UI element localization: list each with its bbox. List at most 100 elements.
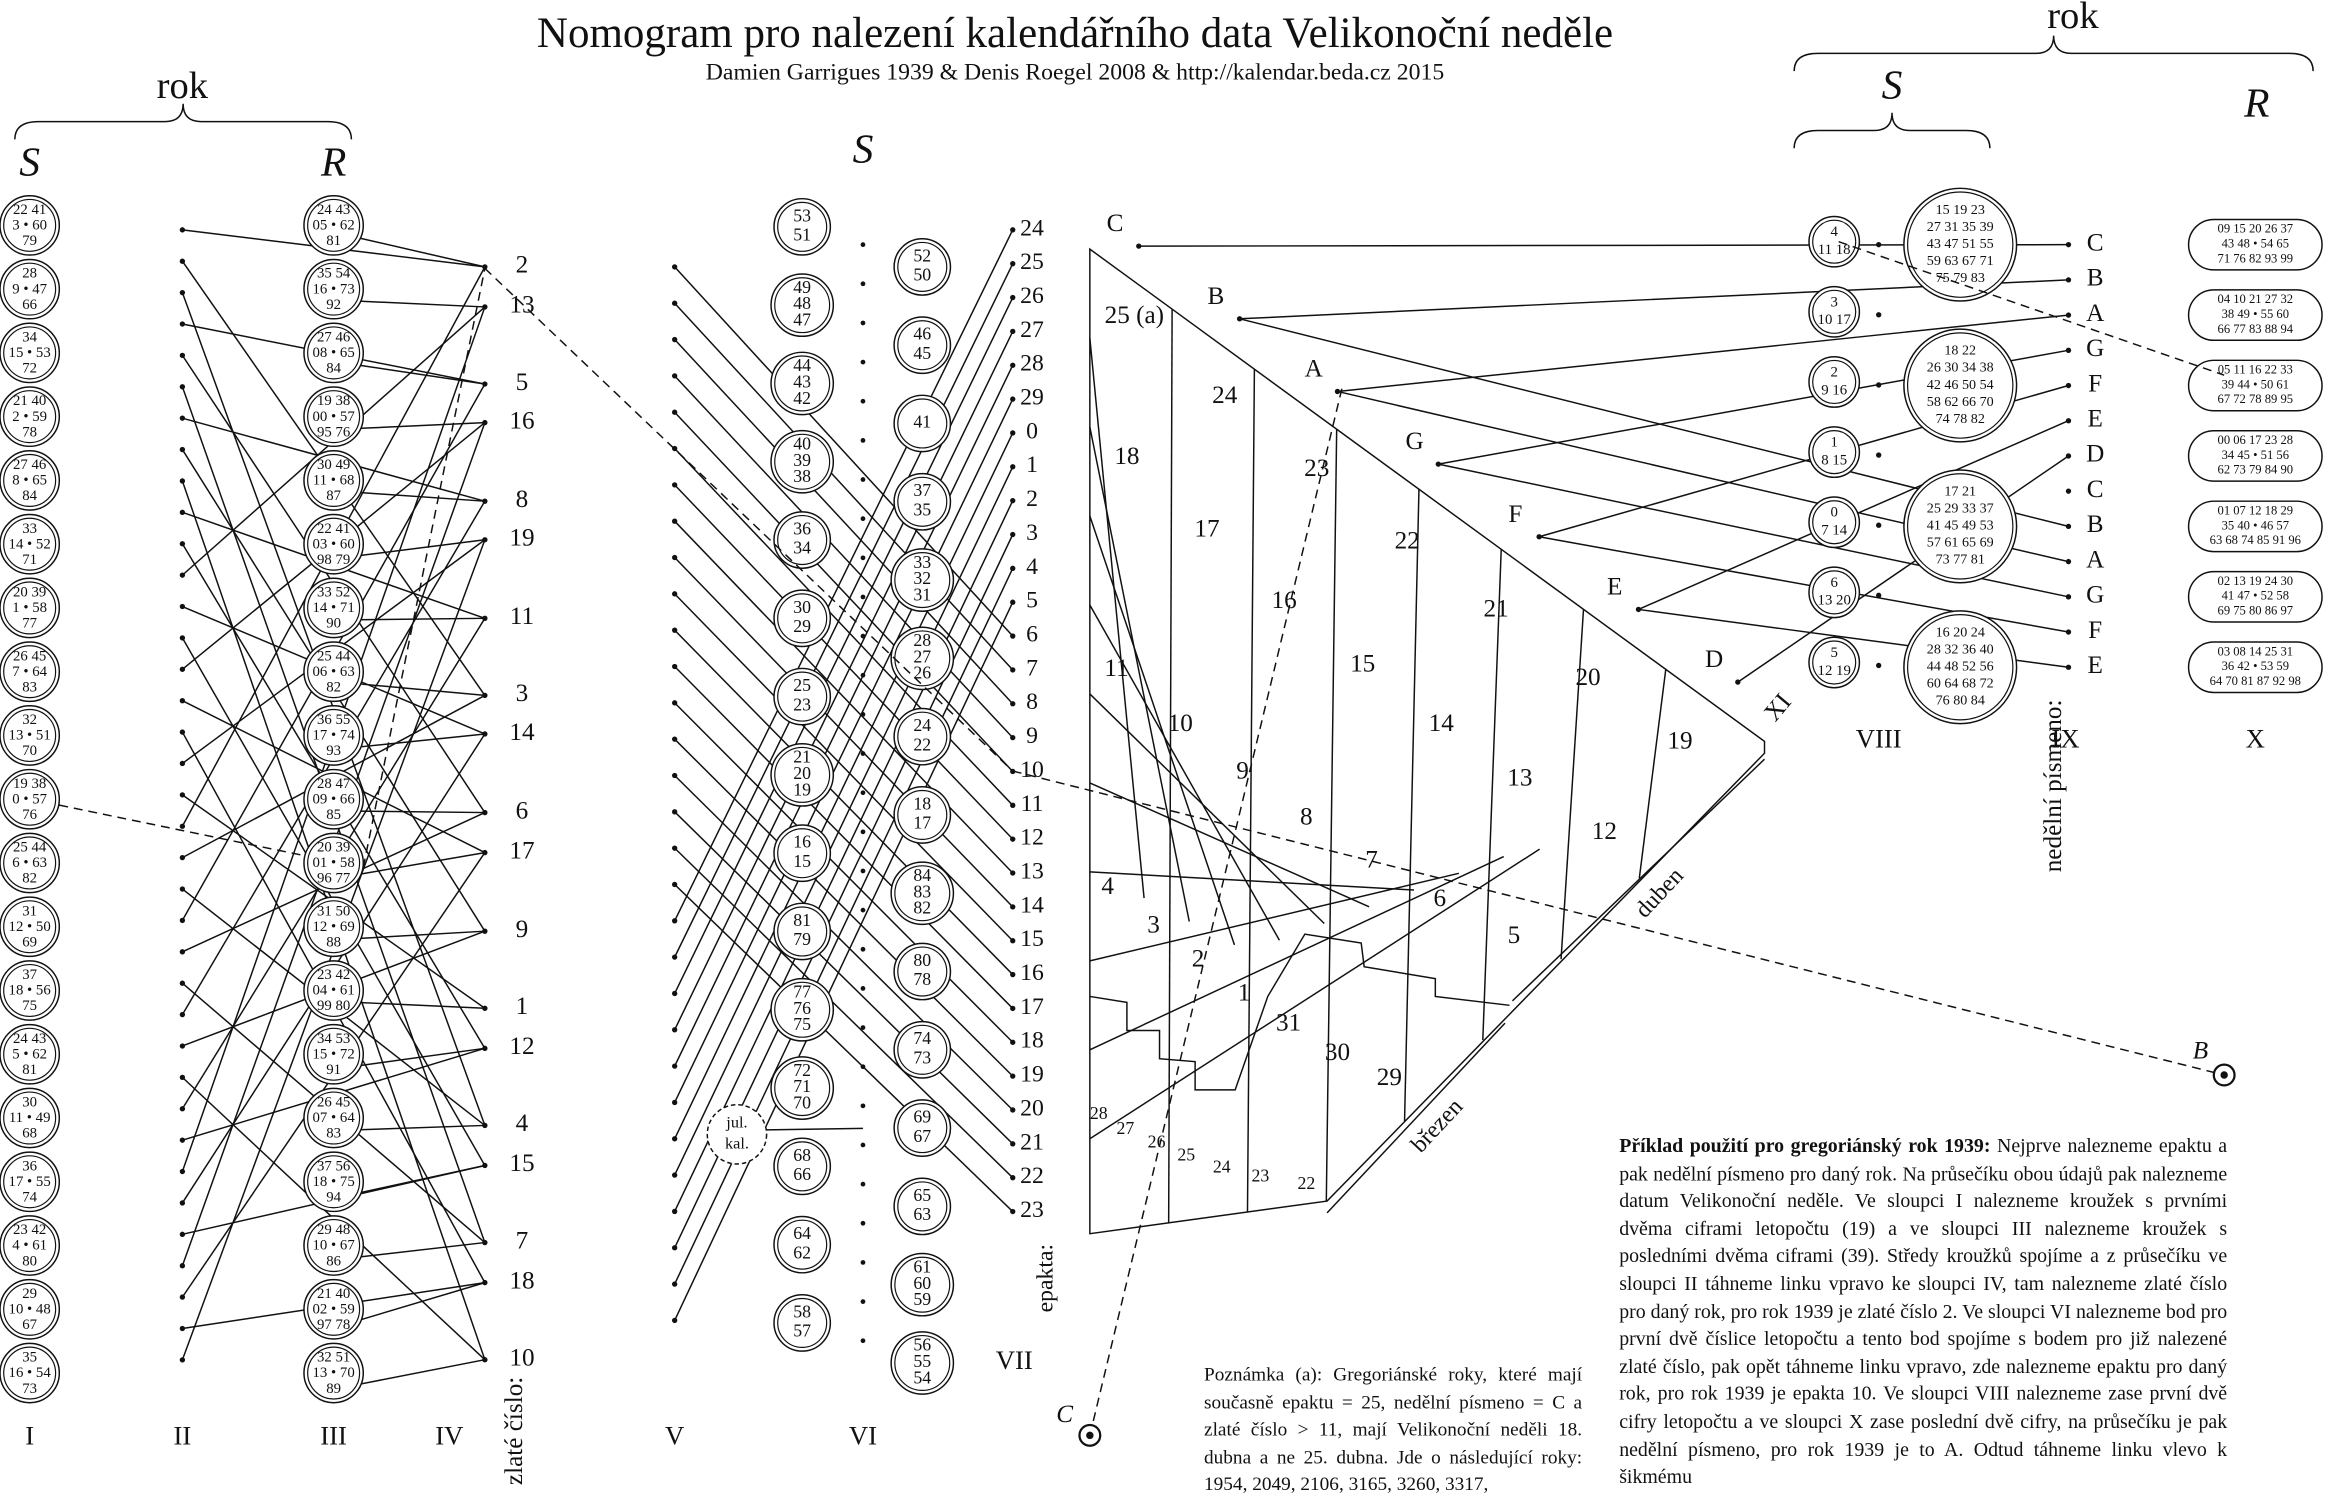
date-number: 14 xyxy=(1429,710,1455,737)
oval xyxy=(2187,500,2323,553)
dot xyxy=(179,1231,186,1237)
epact-number: 7 xyxy=(1026,655,1038,681)
label: S xyxy=(1882,61,1903,107)
epact-number: 3 xyxy=(1026,520,1038,546)
grid-line xyxy=(1089,848,1541,1140)
dot xyxy=(860,1142,866,1148)
grid-line xyxy=(1167,309,1173,1223)
dot xyxy=(482,1162,488,1169)
date-number: 30 xyxy=(1325,1039,1350,1066)
circle-number: 15 19 23 xyxy=(1936,202,1985,218)
date-number: 6 xyxy=(1433,885,1446,912)
circle-inner xyxy=(774,981,831,1038)
dot xyxy=(482,537,488,543)
sunday-letter: C xyxy=(2087,476,2104,503)
dot xyxy=(2065,347,2072,353)
circle-number: 29 xyxy=(793,616,811,636)
sunday-letter: G xyxy=(2086,335,2104,362)
sunday-letter: D xyxy=(1705,646,1723,673)
circle-inner xyxy=(774,746,831,803)
dot xyxy=(1010,870,1016,876)
circle-inner xyxy=(307,198,361,252)
circle-number: 28 47 xyxy=(317,776,350,792)
circle-outer xyxy=(893,472,952,531)
connector xyxy=(355,538,485,557)
label: XI xyxy=(1759,689,1797,727)
circle-number: 81 xyxy=(22,1062,37,1078)
connector xyxy=(674,448,1014,806)
circle-number: 0 • 57 xyxy=(12,791,47,807)
circle-number: 78 xyxy=(22,424,37,440)
example: Příklad použití pro gregoriánský rok 193… xyxy=(1619,1133,2227,1491)
circle-number: 58 62 66 70 xyxy=(1927,394,1994,410)
circle-number: 44 48 52 56 xyxy=(1927,658,1994,674)
oval-number: 66 77 83 88 94 xyxy=(2218,322,2294,336)
circle-inner xyxy=(894,552,951,609)
circle-outer xyxy=(303,832,365,894)
dot xyxy=(1876,662,1882,669)
circle-outer xyxy=(0,960,61,1021)
circle-number: 24 43 xyxy=(317,202,350,218)
circle-inner xyxy=(307,1155,361,1209)
epact-number: 29 xyxy=(1020,385,1044,411)
circle-number: 30 xyxy=(793,597,811,617)
date-number: 18 xyxy=(1114,443,1139,470)
circle-number: 39 xyxy=(793,450,811,470)
sunday-letter: B xyxy=(1207,283,1224,310)
circle-number: 23 42 xyxy=(317,967,350,983)
circle-number: 45 xyxy=(913,343,931,363)
golden-number: 15 xyxy=(509,1150,534,1177)
circle-number: 22 41 xyxy=(317,521,350,537)
connector xyxy=(673,297,1014,994)
circle-number: 35 xyxy=(913,499,931,519)
circle-number: 17 xyxy=(913,813,931,833)
epact-number: 20 xyxy=(1020,1095,1044,1121)
dot xyxy=(860,477,866,482)
oval-number: 62 73 79 84 90 xyxy=(2218,463,2294,477)
circle-outer xyxy=(770,429,835,494)
circle-number: 67 xyxy=(913,1126,931,1146)
circle-inner xyxy=(777,593,828,644)
circle-number: 57 61 65 69 xyxy=(1927,535,1994,551)
dot xyxy=(1010,261,1016,267)
circle-outer xyxy=(303,1278,365,1340)
circle-inner xyxy=(1812,359,1857,405)
oval xyxy=(2187,430,2323,482)
circle-outer xyxy=(893,316,952,375)
circle-number: 58 xyxy=(793,1301,811,1321)
dot xyxy=(1010,1005,1016,1012)
circle-outer xyxy=(773,667,832,726)
dot xyxy=(2065,558,2072,565)
dot xyxy=(860,1181,866,1187)
circle-number: 44 xyxy=(793,355,811,375)
circle-number: 41 45 49 53 xyxy=(1927,518,1994,534)
date-number: 23 xyxy=(1251,1165,1269,1185)
circle-number: 75 xyxy=(793,1014,811,1034)
sunday-letter: A xyxy=(2086,300,2104,327)
dot xyxy=(860,907,866,913)
circle-inner xyxy=(3,1027,57,1081)
label: březen xyxy=(1406,1094,1468,1158)
circle-number: 25 xyxy=(793,675,811,695)
column-label: X xyxy=(2246,724,2265,754)
circle-number: 82 xyxy=(913,898,931,918)
dot xyxy=(482,849,488,856)
grid-line xyxy=(1089,604,1281,941)
epact-number: 9 xyxy=(1026,723,1038,749)
circle-julian xyxy=(706,1103,768,1165)
golden-number: 4 xyxy=(516,1110,529,1137)
circle-outer xyxy=(893,237,952,296)
dot xyxy=(671,1172,678,1178)
date-number: 17 xyxy=(1194,516,1219,543)
dot xyxy=(1876,241,1882,248)
oval-number: 03 08 14 25 31 xyxy=(2218,644,2294,658)
circle-number: 54 xyxy=(913,1367,931,1387)
circle-number: 94 xyxy=(326,1189,341,1205)
circle-number: 95 76 xyxy=(317,424,350,440)
circle-number: 12 • 50 xyxy=(9,919,51,935)
dot xyxy=(179,1043,186,1049)
date-number: 24 xyxy=(1213,1157,1231,1177)
example-lead: Příklad použití pro gregoriánský rok 193… xyxy=(1619,1134,1991,1157)
title: Nomogram pro nalezení kalendářního data … xyxy=(537,10,1613,57)
circle-number: 48 xyxy=(793,293,811,313)
